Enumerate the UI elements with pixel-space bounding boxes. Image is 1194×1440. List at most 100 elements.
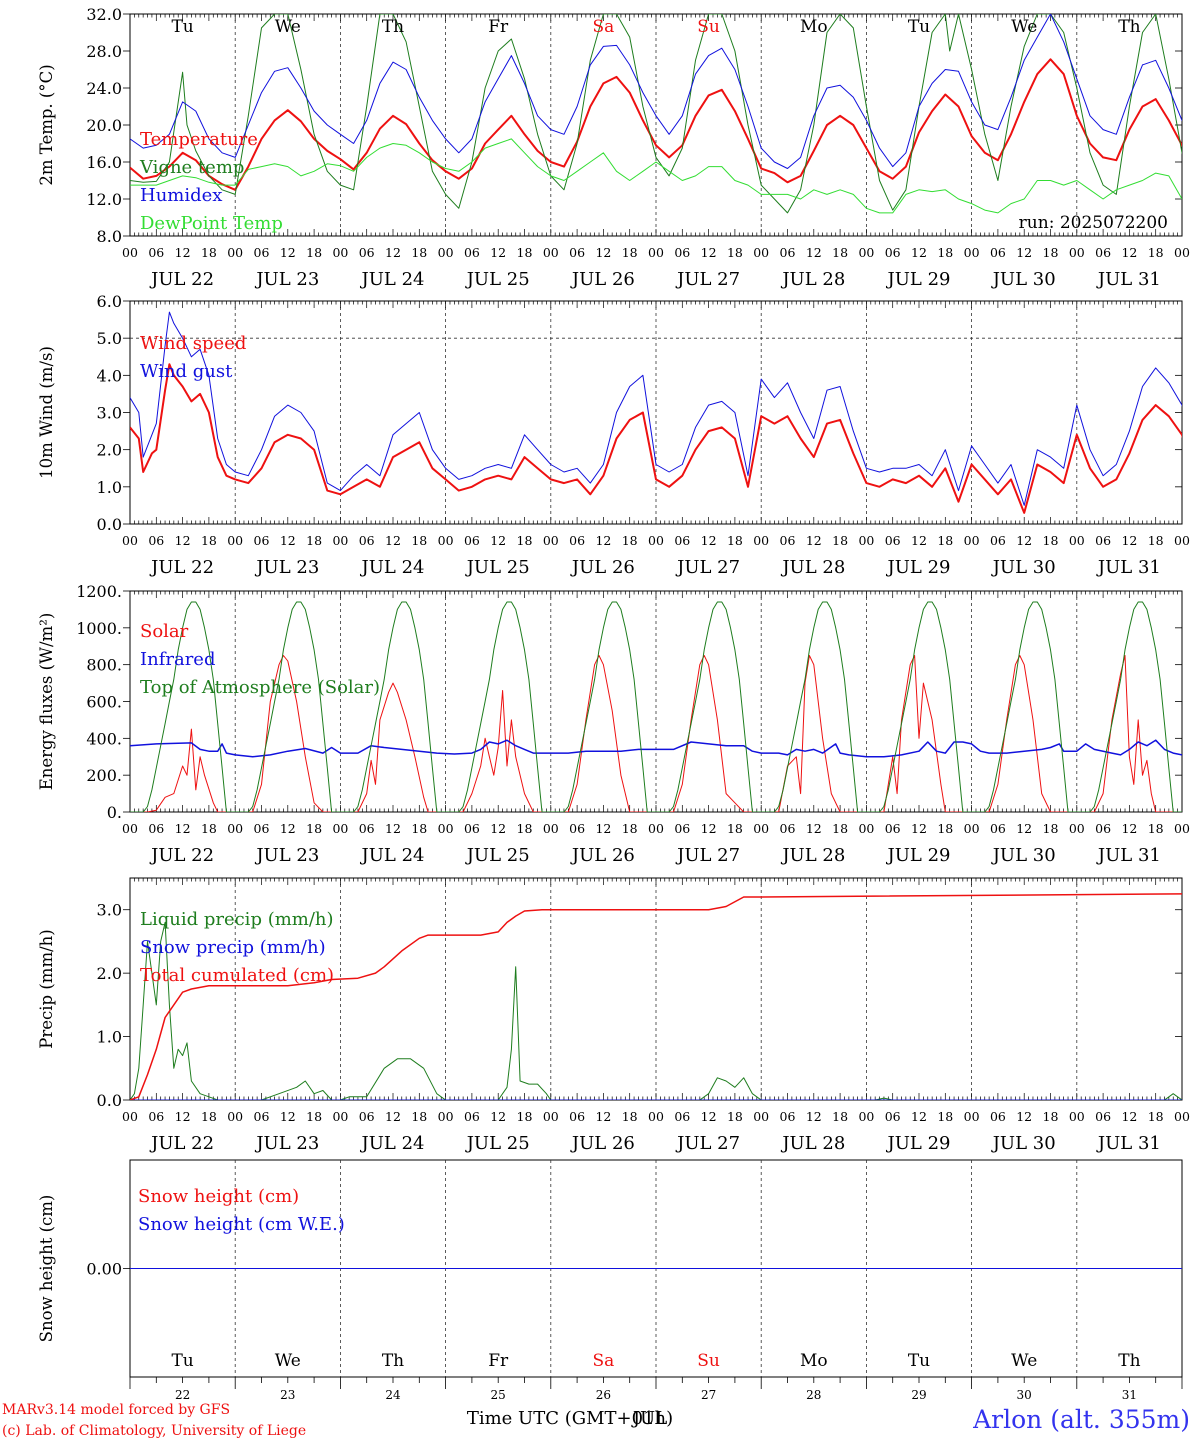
hour-tick-label: 18: [937, 1109, 953, 1124]
y-tick-label: 1000.: [76, 619, 122, 638]
hour-tick-label: 00: [648, 1109, 664, 1124]
hour-tick-label: 06: [464, 533, 480, 548]
hour-tick-label: 00: [122, 533, 138, 548]
y-axis-label: Energy fluxes (W/m²): [37, 613, 56, 791]
weekday-label: Th: [382, 1351, 404, 1371]
weekday-label: We: [275, 1351, 301, 1371]
y-tick-label: 0.00: [86, 1260, 122, 1279]
date-label: JUL 25: [465, 557, 530, 578]
hour-tick-label: 18: [201, 245, 217, 260]
hour-tick-label: 12: [385, 533, 401, 548]
hour-tick-label: 00: [964, 533, 980, 548]
hour-tick-label: 18: [937, 821, 953, 836]
hour-tick-label: 12: [175, 533, 191, 548]
series-line-solar: [130, 655, 1182, 812]
hour-tick-label: 00: [753, 245, 769, 260]
hour-tick-label: 12: [1016, 533, 1032, 548]
y-tick-label: 5.0: [97, 329, 122, 348]
hour-tick-label: 18: [201, 821, 217, 836]
day-number-label: 22: [175, 1388, 190, 1402]
legend-label: Vigne temp: [139, 157, 244, 178]
date-label: JUL 28: [780, 1133, 845, 1154]
hour-tick-label: 12: [280, 1109, 296, 1124]
date-label: JUL 30: [991, 845, 1056, 866]
date-label: JUL 22: [149, 557, 214, 578]
hour-tick-label: 06: [780, 1109, 796, 1124]
y-tick-label: 200.: [86, 766, 122, 785]
hour-tick-label: 06: [674, 1109, 690, 1124]
hour-tick-label: 12: [490, 1109, 506, 1124]
hour-tick-label: 06: [1095, 533, 1111, 548]
hour-tick-label: 06: [148, 533, 164, 548]
hour-tick-label: 12: [911, 1109, 927, 1124]
hour-tick-label: 18: [1043, 821, 1059, 836]
hour-tick-label: 18: [727, 821, 743, 836]
weekday-label: We: [1011, 1351, 1037, 1371]
series-line-vigne-temp: [130, 14, 1182, 214]
y-tick-label: 6.0: [97, 292, 122, 311]
run-label: run: 2025072200: [1019, 213, 1168, 233]
hour-tick-label: 00: [964, 821, 980, 836]
y-axis-label: Snow height (cm): [37, 1195, 56, 1343]
hour-tick-label: 12: [175, 245, 191, 260]
legend-label: Snow height (cm W.E.): [138, 1214, 345, 1235]
hour-tick-label: 18: [306, 533, 322, 548]
hour-tick-label: 18: [1043, 1109, 1059, 1124]
hour-tick-label: 00: [227, 1109, 243, 1124]
hour-tick-label: 18: [832, 533, 848, 548]
x-axis-label: Time UTC (GMT+01h): [467, 1408, 673, 1429]
panel-precip: 00 06 12 18 00 06 12 18 00 06 12 18 00 06 12 18 00 06 12 18…: [37, 877, 1190, 1154]
date-label: JUL 31: [1096, 845, 1161, 866]
date-label: JUL 29: [886, 1133, 951, 1154]
date-label: JUL 26: [570, 557, 635, 578]
legend-label: Liquid precip (mm/h): [140, 909, 334, 930]
hour-tick-label: 12: [911, 245, 927, 260]
y-axis-label: 2m Temp. (°C): [37, 64, 56, 185]
weekday-label: Th: [382, 17, 404, 37]
date-label: JUL 26: [570, 269, 635, 290]
series-line-infrared: [130, 739, 1182, 758]
hour-tick-label: 06: [254, 533, 270, 548]
hour-tick-label: 06: [569, 245, 585, 260]
panel-wind: 00 06 12 18 00 06 12 18 00 06 12 18 00 06 12 18 00 06 12 18…: [37, 292, 1190, 578]
hour-tick-label: 12: [701, 821, 717, 836]
weekday-label: Tu: [908, 1351, 930, 1371]
day-number-label: 27: [701, 1388, 716, 1402]
y-tick-label: 0.0: [97, 515, 122, 534]
series-line-wind-speed: [130, 363, 1182, 514]
hour-tick-label: 12: [1121, 821, 1137, 836]
panel-frame: [129, 300, 1183, 525]
hour-tick-label: 12: [806, 821, 822, 836]
series-line-temperature: [130, 58, 1182, 191]
hour-tick-label: 18: [306, 245, 322, 260]
hour-tick-label: 18: [832, 821, 848, 836]
hour-tick-label: 18: [517, 821, 533, 836]
date-label: JUL 24: [360, 845, 425, 866]
hour-tick-label: 18: [622, 1109, 638, 1124]
hour-tick-label: 18: [201, 1109, 217, 1124]
hour-tick-label: 12: [806, 533, 822, 548]
hour-tick-label: 00: [122, 245, 138, 260]
hour-tick-label: 12: [280, 821, 296, 836]
weekday-label: Fr: [488, 1351, 509, 1371]
date-label: JUL 24: [360, 1133, 425, 1154]
hour-tick-label: 18: [411, 1109, 427, 1124]
y-tick-label: 16.0: [86, 153, 122, 172]
hour-tick-label: 00: [227, 821, 243, 836]
hour-tick-label: 00: [1069, 533, 1085, 548]
date-label: JUL 23: [254, 269, 319, 290]
hour-tick-label: 00: [332, 245, 348, 260]
hour-tick-label: 12: [1016, 821, 1032, 836]
series-line-wind-gust: [130, 311, 1182, 506]
hour-tick-label: 00: [648, 533, 664, 548]
hour-tick-label: 18: [517, 245, 533, 260]
date-label: JUL 25: [465, 1133, 530, 1154]
day-number-label: 31: [1122, 1388, 1137, 1402]
hour-tick-label: 12: [385, 245, 401, 260]
hour-tick-label: 06: [148, 1109, 164, 1124]
hour-tick-label: 06: [464, 245, 480, 260]
date-label: JUL 24: [360, 557, 425, 578]
date-label: JUL 29: [886, 557, 951, 578]
date-label: JUL 27: [675, 845, 740, 866]
hour-tick-label: 18: [937, 533, 953, 548]
